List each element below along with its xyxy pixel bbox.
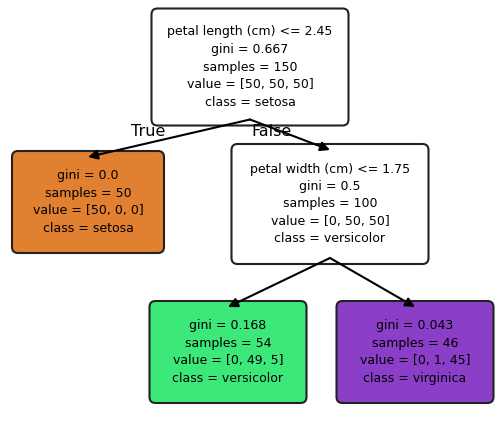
FancyBboxPatch shape: [337, 301, 493, 403]
FancyBboxPatch shape: [231, 144, 428, 264]
Text: True: True: [131, 124, 165, 140]
Text: gini = 0.0
samples = 50
value = [50, 0, 0]
class = setosa: gini = 0.0 samples = 50 value = [50, 0, …: [33, 169, 143, 235]
Text: gini = 0.168
samples = 54
value = [0, 49, 5]
class = versicolor: gini = 0.168 samples = 54 value = [0, 49…: [172, 319, 284, 385]
Text: gini = 0.043
samples = 46
value = [0, 1, 45]
class = virginica: gini = 0.043 samples = 46 value = [0, 1,…: [360, 319, 470, 385]
FancyBboxPatch shape: [149, 301, 307, 403]
Text: petal width (cm) <= 1.75
gini = 0.5
samples = 100
value = [0, 50, 50]
class = ve: petal width (cm) <= 1.75 gini = 0.5 samp…: [250, 162, 410, 246]
Text: petal length (cm) <= 2.45
gini = 0.667
samples = 150
value = [50, 50, 50]
class : petal length (cm) <= 2.45 gini = 0.667 s…: [167, 25, 333, 108]
FancyBboxPatch shape: [12, 151, 164, 253]
FancyBboxPatch shape: [151, 8, 349, 125]
Text: False: False: [252, 124, 292, 140]
